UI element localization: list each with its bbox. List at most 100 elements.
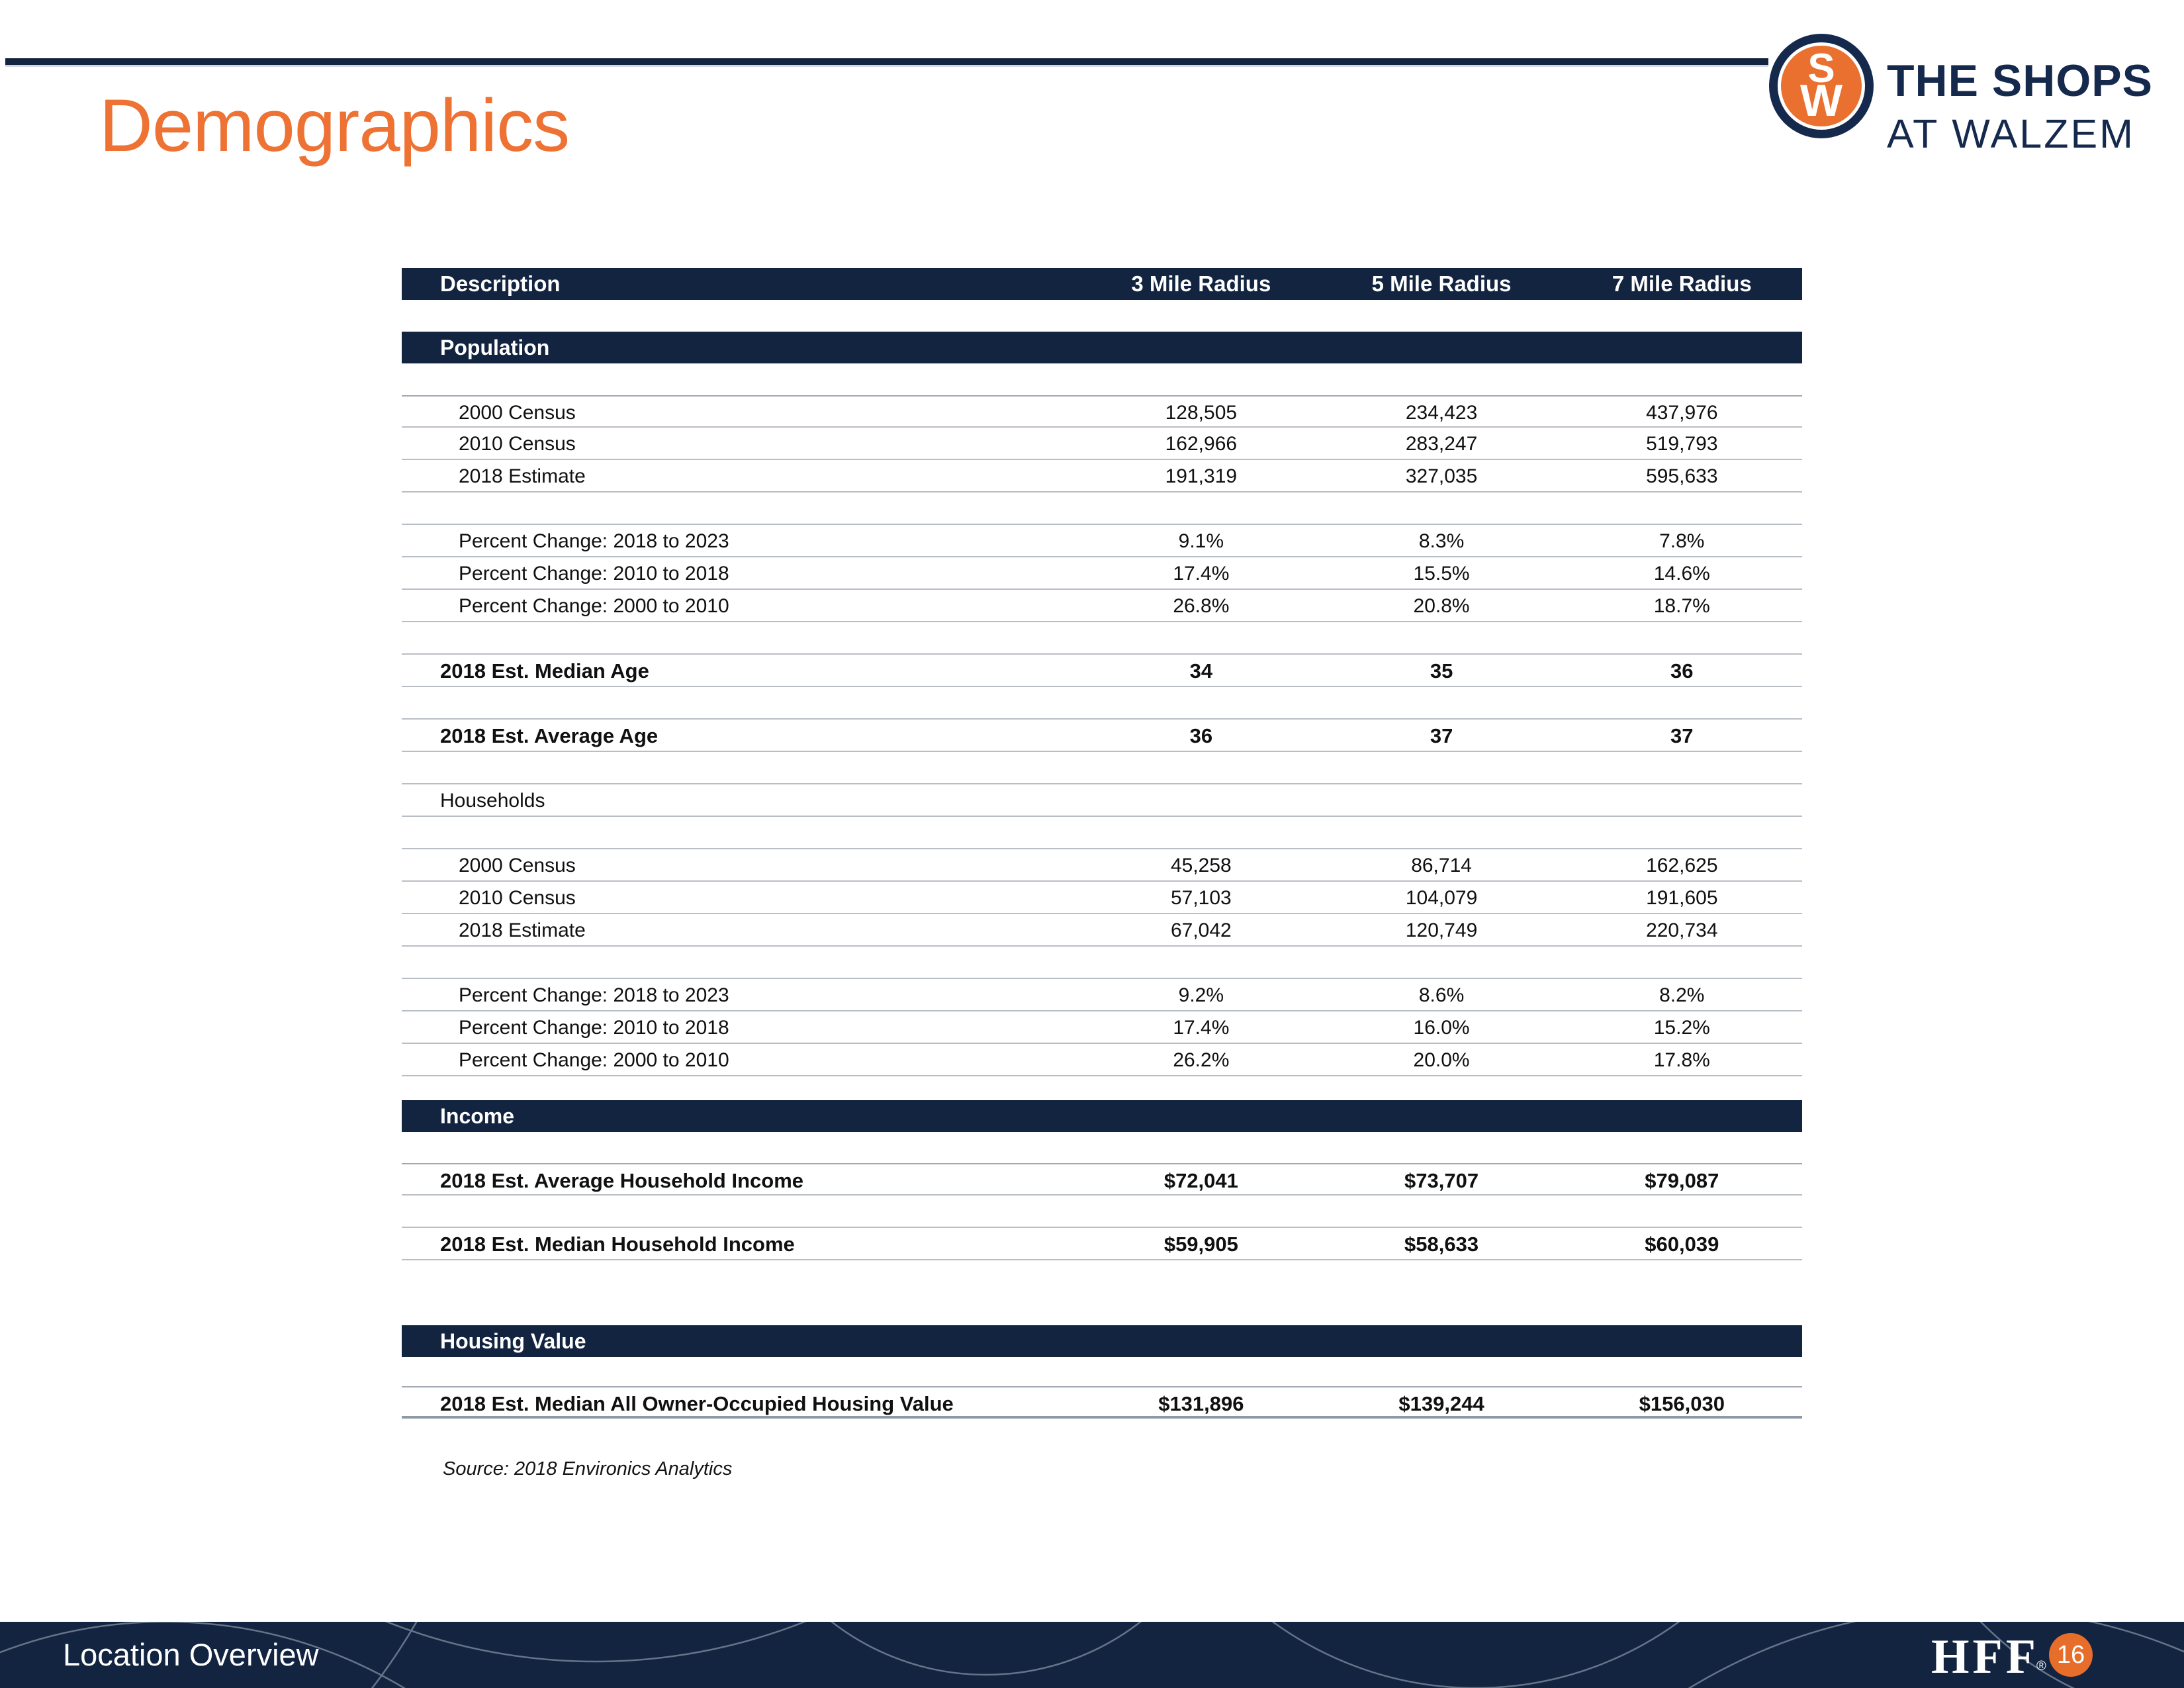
table-row: Percent Change: 2010 to 2018 17.4% 15.5% 14… bbox=[402, 557, 1802, 590]
row-value: 37 bbox=[1430, 724, 1453, 747]
row-value: 36 bbox=[1189, 724, 1213, 747]
row-value: $59,905 bbox=[1163, 1233, 1238, 1256]
row-label: 2010 Census bbox=[459, 887, 576, 909]
table-row: Households bbox=[402, 784, 1802, 817]
row-label: Households bbox=[440, 790, 545, 812]
row-label: 2018 Est. Average Age bbox=[440, 724, 659, 747]
row-value: 57,103 bbox=[1170, 887, 1232, 909]
table-row: 2000 Census 45,258 86,714 162,625 bbox=[402, 849, 1802, 882]
row-value: 120,749 bbox=[1405, 919, 1478, 941]
row-value: 17.4% bbox=[1173, 1017, 1230, 1039]
top-divider-rule bbox=[5, 58, 1768, 65]
row-label: 2018 Est. Median Age bbox=[440, 659, 649, 682]
row-label: 2000 Census bbox=[459, 855, 576, 876]
table-gap bbox=[402, 1132, 1802, 1163]
row-value: 162,966 bbox=[1165, 433, 1238, 455]
row-value: 220,734 bbox=[1646, 919, 1718, 941]
row-value: $139,244 bbox=[1398, 1392, 1484, 1415]
row-value: 519,793 bbox=[1646, 433, 1718, 455]
row-value: 9.1% bbox=[1178, 530, 1224, 552]
table-blank-row bbox=[402, 622, 1802, 655]
demographics-table: Description 3 Mile Radius 5 Mile Radius … bbox=[402, 268, 1802, 1480]
row-label: 2018 Est. Average Household Income bbox=[440, 1169, 804, 1192]
row-label: 2010 Census bbox=[459, 433, 576, 455]
table-row: Percent Change: 2000 to 2010 26.2% 20.0% 17… bbox=[402, 1044, 1802, 1076]
row-value: 20.0% bbox=[1413, 1049, 1470, 1071]
row-value: 191,605 bbox=[1646, 887, 1718, 909]
table-blank-row bbox=[402, 947, 1802, 979]
row-value: 14.6% bbox=[1653, 563, 1710, 585]
row-label: 2018 Estimate bbox=[459, 919, 586, 941]
row-value: 26.8% bbox=[1173, 595, 1230, 617]
table-rows: Population 2000 Census 128,505 234,423 437,9… bbox=[402, 300, 1802, 1480]
footer-arc-decoration bbox=[0, 1622, 2184, 1688]
row-value: $60,039 bbox=[1645, 1233, 1719, 1256]
row-value: 595,633 bbox=[1646, 465, 1718, 487]
row-value: $73,707 bbox=[1404, 1169, 1479, 1192]
table-row: 2018 Est. Average Household Income $72,04… bbox=[402, 1163, 1802, 1196]
table-row: 2010 Census 57,103 104,079 191,605 bbox=[402, 882, 1802, 914]
row-value: 128,505 bbox=[1165, 402, 1238, 424]
row-value: 162,625 bbox=[1646, 855, 1718, 876]
row-label: 2018 Est. Median Household Income bbox=[440, 1233, 795, 1256]
column-header-3-mile: 3 Mile Radius bbox=[1131, 271, 1271, 296]
row-value bbox=[1321, 784, 1561, 816]
row-value: 16.0% bbox=[1413, 1017, 1470, 1039]
logo-orange-disc: S W bbox=[1781, 46, 1862, 126]
row-value: 86,714 bbox=[1411, 855, 1472, 876]
row-value: $72,041 bbox=[1163, 1169, 1238, 1192]
page-number-badge: 16 bbox=[2049, 1633, 2093, 1677]
table-row: Percent Change: 2018 to 2023 9.1% 8.3% 7.8% bbox=[402, 525, 1802, 557]
table-row: 2010 Census 162,966 283,247 519,793 bbox=[402, 428, 1802, 460]
table-blank-row bbox=[402, 1196, 1802, 1228]
row-value: $79,087 bbox=[1645, 1169, 1719, 1192]
logo-monogram-w: W bbox=[1799, 75, 1843, 126]
table-gap bbox=[402, 363, 1802, 395]
row-value: 35 bbox=[1430, 659, 1453, 682]
row-label: Percent Change: 2000 to 2010 bbox=[459, 1049, 729, 1071]
row-value: 26.2% bbox=[1173, 1049, 1230, 1071]
row-value bbox=[1562, 784, 1802, 816]
row-value: 17.8% bbox=[1653, 1049, 1710, 1071]
table-row: 2018 Est. Average Age 36 37 37 bbox=[402, 720, 1802, 752]
row-label: 2000 Census bbox=[459, 402, 576, 424]
row-value: $131,896 bbox=[1158, 1392, 1244, 1415]
registered-trademark-icon: ® bbox=[2036, 1659, 2046, 1673]
column-header-description: Description bbox=[440, 271, 561, 296]
row-label: Percent Change: 2010 to 2018 bbox=[459, 563, 729, 585]
logo-line1: THE SHOPS bbox=[1887, 56, 2153, 106]
row-value: 15.5% bbox=[1413, 563, 1470, 585]
row-value: 283,247 bbox=[1405, 433, 1478, 455]
row-value: 17.4% bbox=[1173, 563, 1230, 585]
table-gap bbox=[402, 1076, 1802, 1100]
page-title: Demographics bbox=[99, 84, 570, 167]
row-value: 191,319 bbox=[1165, 465, 1238, 487]
table-header-row: Description 3 Mile Radius 5 Mile Radius … bbox=[402, 268, 1802, 300]
hff-logo: HFF® bbox=[1931, 1632, 2049, 1681]
row-value: 8.2% bbox=[1659, 984, 1705, 1006]
hff-logo-text: HFF bbox=[1931, 1630, 2039, 1684]
row-value: 36 bbox=[1670, 659, 1694, 682]
table-row: 2018 Estimate 191,319 327,035 595,633 bbox=[402, 460, 1802, 492]
row-label: 2018 Estimate bbox=[459, 465, 586, 487]
row-value: 34 bbox=[1189, 659, 1213, 682]
footer-section-label: Location Overview bbox=[63, 1637, 319, 1672]
table-row: 2018 Estimate 67,042 120,749 220,734 bbox=[402, 914, 1802, 947]
table-row: 2000 Census 128,505 234,423 437,976 bbox=[402, 395, 1802, 428]
table-row: Percent Change: 2000 to 2010 26.8% 20.8% 18… bbox=[402, 590, 1802, 622]
row-value: 18.7% bbox=[1653, 595, 1710, 617]
table-gap bbox=[402, 1260, 1802, 1325]
row-value: 45,258 bbox=[1170, 855, 1232, 876]
footer-bar: Location Overview HFF® 16 bbox=[0, 1622, 2184, 1688]
shops-at-walzem-logo-badge: S W bbox=[1769, 34, 1874, 138]
row-value: 104,079 bbox=[1405, 887, 1478, 909]
table-gap bbox=[402, 1357, 1802, 1386]
row-label: Percent Change: 2010 to 2018 bbox=[459, 1017, 729, 1039]
footer-arc bbox=[1271, 1622, 1680, 1688]
row-label: Percent Change: 2000 to 2010 bbox=[459, 595, 729, 617]
column-header-7-mile: 7 Mile Radius bbox=[1612, 271, 1752, 296]
row-value: 8.6% bbox=[1418, 984, 1465, 1006]
table-blank-row bbox=[402, 752, 1802, 784]
footer-arc bbox=[385, 1622, 807, 1662]
